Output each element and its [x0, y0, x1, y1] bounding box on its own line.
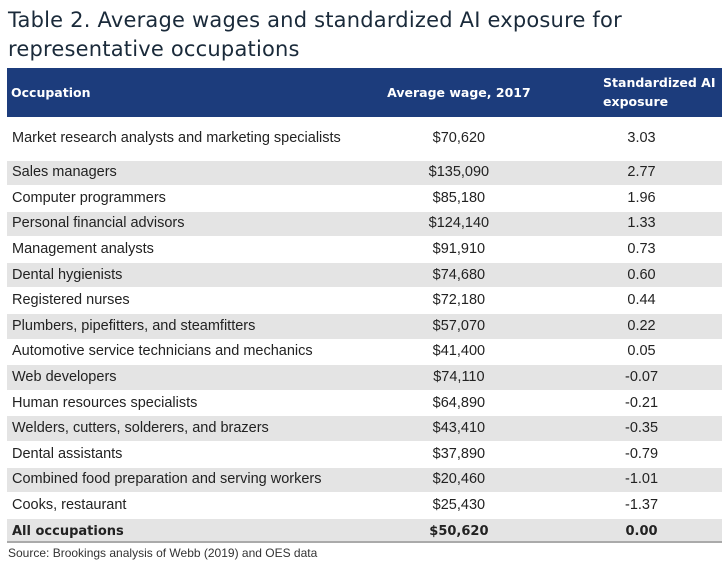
cell-exposure: 2.77	[561, 159, 722, 186]
table-row: Dental hygienists $74,680 0.60	[7, 261, 722, 288]
cell-occupation: Combined food preparation and serving wo…	[7, 466, 357, 493]
cell-occupation: Automotive service technicians and mecha…	[7, 338, 357, 365]
table-row: Combined food preparation and serving wo…	[7, 466, 722, 493]
total-row: All occupations $50,620 0.00	[7, 517, 722, 544]
table-row: Human resources specialists $64,890 -0.21	[7, 389, 722, 416]
cell-exposure: 0.73	[561, 236, 722, 263]
cell-occupation: Computer programmers	[7, 185, 357, 212]
cell-exposure: 0.22	[561, 313, 722, 340]
cell-exposure: -1.01	[561, 466, 722, 493]
source-divider	[7, 541, 722, 543]
cell-occupation: Registered nurses	[7, 287, 357, 314]
table-header-row: Occupation Average wage, 2017 Standardiz…	[7, 68, 722, 117]
table-title: Table 2. Average wages and standardized …	[8, 8, 622, 61]
cell-wage: $74,110	[356, 364, 562, 391]
cell-exposure: -0.79	[561, 441, 722, 468]
cell-wage: $25,430	[356, 492, 562, 519]
cell-wage: $57,070	[356, 313, 562, 340]
cell-exposure: 3.03	[561, 116, 722, 160]
cell-occupation: Dental hygienists	[7, 261, 357, 288]
table-row: Market research analysts and marketing s…	[7, 116, 722, 160]
cell-exposure: 0.60	[561, 261, 722, 288]
table-row: Automotive service technicians and mecha…	[7, 338, 722, 365]
cell-wage: $124,140	[356, 210, 562, 237]
cell-wage: $50,620	[356, 517, 562, 544]
cell-occupation: Plumbers, pipefitters, and steamfitters	[7, 313, 357, 340]
table-row: Management analysts $91,910 0.73	[7, 236, 722, 263]
cell-occupation: Market research analysts and marketing s…	[7, 116, 357, 160]
cell-occupation: Sales managers	[7, 159, 357, 186]
table-row: Cooks, restaurant $25,430 -1.37	[7, 492, 722, 519]
table-row: Web developers $74,110 -0.07	[7, 364, 722, 391]
table-row: Dental assistants $37,890 -0.79	[7, 441, 722, 468]
cell-wage: $43,410	[356, 415, 562, 442]
cell-wage: $135,090	[356, 159, 562, 186]
wages-table: Occupation Average wage, 2017 Standardiz…	[7, 68, 722, 544]
cell-occupation: Web developers	[7, 364, 357, 391]
header-wage: Average wage, 2017	[387, 84, 531, 100]
cell-wage: $20,460	[356, 466, 562, 493]
table-row: Plumbers, pipefitters, and steamfitters $…	[7, 313, 722, 340]
cell-occupation: Management analysts	[7, 236, 357, 263]
header-occupation: Occupation	[11, 84, 91, 100]
cell-occupation: Cooks, restaurant	[7, 492, 357, 519]
cell-exposure: -0.35	[561, 415, 722, 442]
cell-wage: $64,890	[356, 389, 562, 416]
source-note: Source: Brookings analysis of Webb (2019…	[8, 546, 318, 560]
cell-wage: $85,180	[356, 185, 562, 212]
table-row: Personal financial advisors $124,140 1.33	[7, 210, 722, 237]
table-body: Market research analysts and marketing s…	[7, 116, 722, 544]
cell-exposure: 1.33	[561, 210, 722, 237]
cell-exposure: 0.44	[561, 287, 722, 314]
table-row: Registered nurses $72,180 0.44	[7, 287, 722, 314]
cell-exposure: 0.00	[561, 517, 722, 544]
cell-exposure: 0.05	[561, 338, 722, 365]
cell-occupation: Welders, cutters, solderers, and brazers	[7, 415, 357, 442]
cell-occupation: Dental assistants	[7, 441, 357, 468]
table-row: Sales managers $135,090 2.77	[7, 159, 722, 186]
cell-occupation: Human resources specialists	[7, 389, 357, 416]
cell-exposure: -0.21	[561, 389, 722, 416]
table-row: Computer programmers $85,180 1.96	[7, 185, 722, 212]
cell-wage: $41,400	[356, 338, 562, 365]
cell-exposure: -1.37	[561, 492, 722, 519]
cell-wage: $70,620	[356, 116, 562, 160]
cell-occupation: Personal financial advisors	[7, 210, 357, 237]
cell-exposure: -0.07	[561, 364, 722, 391]
cell-occupation: All occupations	[7, 517, 357, 544]
cell-wage: $72,180	[356, 287, 562, 314]
cell-wage: $74,680	[356, 261, 562, 288]
cell-exposure: 1.96	[561, 185, 722, 212]
cell-wage: $91,910	[356, 236, 562, 263]
cell-wage: $37,890	[356, 441, 562, 468]
table-row: Welders, cutters, solderers, and brazers…	[7, 415, 722, 442]
header-exposure: Standardized AI exposure	[603, 75, 716, 110]
